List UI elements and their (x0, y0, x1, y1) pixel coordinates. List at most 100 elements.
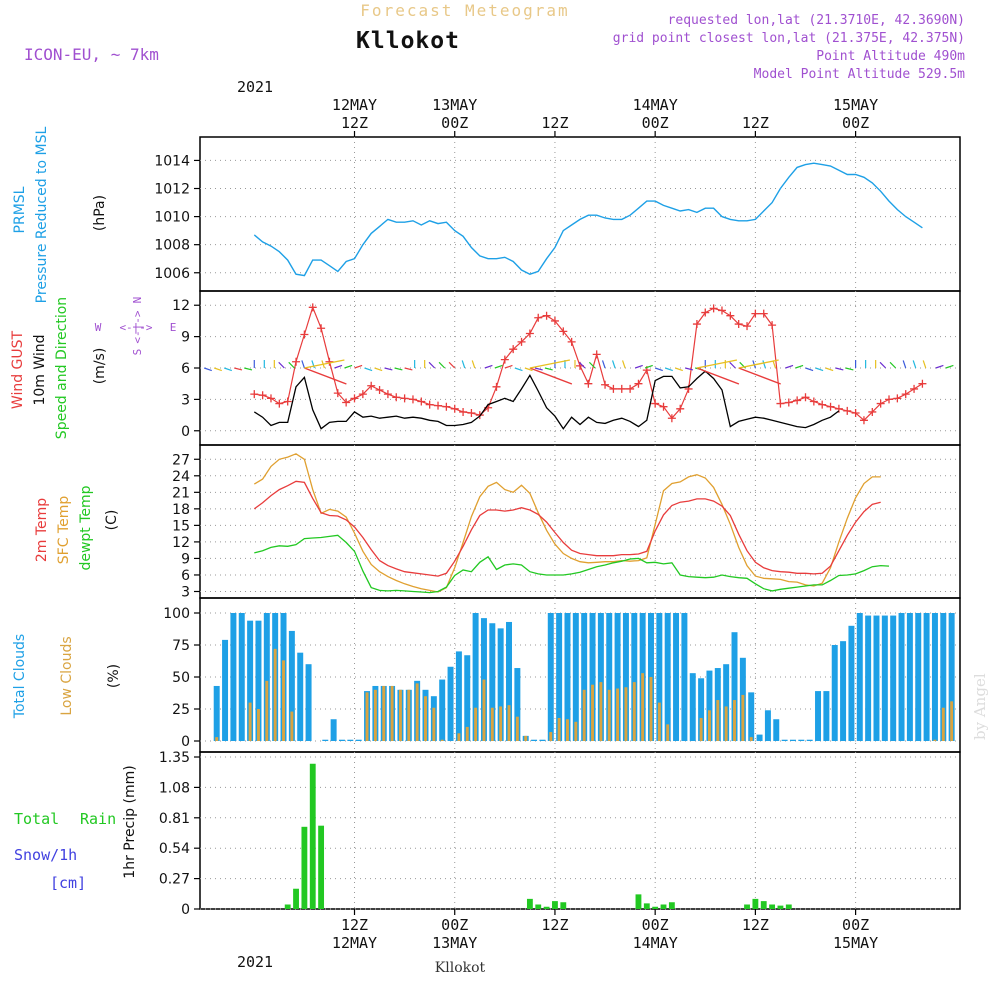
wind-dir-arrow (534, 367, 543, 371)
bottom-hour-label: 00Z (441, 916, 468, 934)
precip-ytick-label: 1.08 (159, 780, 190, 796)
gust-marker (592, 350, 601, 359)
wind-dir-arrow (374, 367, 383, 372)
wind-dir-arrow (504, 364, 513, 369)
total-cloud-bar (230, 613, 237, 741)
gust-marker (910, 384, 919, 393)
gust-marker (308, 303, 317, 312)
low-cloud-bar (941, 707, 945, 741)
bottom-hour-label: 12Z (541, 916, 568, 934)
gust-marker (726, 311, 735, 320)
wind-dir-arrow (879, 361, 887, 369)
precip-ytick-label: 0.81 (159, 811, 190, 827)
wind-dir-arrow (364, 367, 373, 372)
total-cloud-bar (789, 739, 796, 741)
rain-bar (301, 826, 308, 909)
low-cloud-bar (724, 706, 728, 741)
total-cloud-bar (322, 739, 329, 741)
total-cloud-bar (689, 673, 696, 741)
low-cloud-bar (716, 700, 720, 741)
wind-dir-arrow (344, 364, 353, 369)
gust-marker (467, 408, 476, 417)
wind-dir-arrow (762, 360, 766, 369)
low-cloud-bar (373, 689, 377, 741)
rain-bar (744, 904, 750, 909)
gust-marker (734, 320, 743, 329)
gust-marker (275, 399, 284, 408)
total-cloud-bar (497, 628, 504, 741)
wind-dir-arrow (825, 367, 834, 372)
gust-marker (292, 357, 301, 366)
total-cloud-bar (255, 620, 262, 741)
pressure-ytick-label: 1010 (154, 210, 190, 226)
total-cloud-bar (222, 639, 229, 741)
year-top: 2021 (237, 78, 273, 96)
gust-marker (826, 402, 835, 411)
wind-dir-arrow (815, 367, 824, 372)
subtitle: Forecast Meteogram (360, 1, 569, 20)
total-cloud-bar (656, 613, 663, 741)
total-cloud-bar (263, 613, 270, 741)
gust-marker (534, 313, 543, 322)
gust-marker (851, 408, 860, 417)
wind10-line (253, 370, 840, 430)
low-cloud-bar (282, 660, 285, 741)
gust-marker (500, 355, 509, 364)
gust-marker (768, 321, 777, 330)
wind-dir-arrow (484, 364, 493, 369)
top-hour-label: 12Z (541, 114, 568, 132)
total-cloud-bar (355, 739, 362, 741)
wind-dir-arrow (224, 367, 232, 372)
rain-bar (777, 905, 784, 909)
low-cloud-bar (574, 721, 578, 741)
temp-ytick-label: 9 (181, 551, 190, 567)
pressure-ytick-label: 1014 (154, 153, 190, 169)
sfc-temp-line (253, 453, 881, 593)
bottom-date-label: 12MAY (332, 934, 377, 952)
wind-dir-arrow (301, 360, 305, 369)
bottom-date-label: 13MAY (432, 934, 477, 952)
temp-ytick-label: 27 (172, 452, 190, 468)
wind-dir-arrow (621, 360, 626, 369)
wind-dir-arrow (514, 367, 523, 372)
total-cloud-bar (330, 719, 337, 741)
wind-ytick-label: 12 (172, 298, 190, 314)
total-cloud-bar (798, 739, 805, 741)
total-cloud-bar (723, 664, 730, 741)
total-cloud-bar (898, 613, 905, 741)
gust-marker (550, 316, 559, 325)
low-cloud-bar (515, 716, 519, 741)
total-cloud-bar (347, 739, 354, 741)
low-cloud-bar (507, 705, 511, 741)
requested-coords: requested lon,lat (21.3710E, 42.3690N) (668, 13, 965, 28)
total-cloud-bar (489, 623, 496, 741)
gust-marker (367, 381, 376, 390)
wind-dir-arrow-strong (738, 359, 779, 369)
gust-marker (918, 379, 927, 388)
total-cloud-bar (556, 613, 563, 741)
low-cloud-bar (432, 707, 436, 741)
low-cloud-bar (741, 694, 745, 741)
grid-point-coords: grid point closest lon,lat (21.375E, 42.… (613, 31, 965, 46)
gust-marker (793, 396, 802, 405)
wind-dir-arrow (835, 367, 844, 371)
gust-marker (250, 390, 259, 399)
bottom-hour-label: 00Z (642, 916, 669, 934)
gust-marker (692, 320, 701, 329)
low-cloud-bar (490, 707, 494, 741)
wind-dir-arrow (384, 367, 393, 371)
total-cloud-bar (806, 739, 813, 741)
total-cloud-bar (773, 719, 780, 741)
total-cloud-bar (338, 739, 345, 741)
wind-dir-arrow (922, 360, 927, 369)
gust-marker (784, 398, 793, 407)
gust-marker (717, 306, 726, 315)
compass-arrow-we: <-|-> (119, 321, 152, 334)
gust-marker (434, 401, 443, 410)
precip-ytick-label: 0 (181, 902, 190, 918)
low-cloud-bar (632, 682, 636, 741)
wind-dir-arrow (494, 364, 503, 369)
total-cloud-bar (305, 664, 312, 741)
degc-label: (C) (104, 510, 120, 531)
